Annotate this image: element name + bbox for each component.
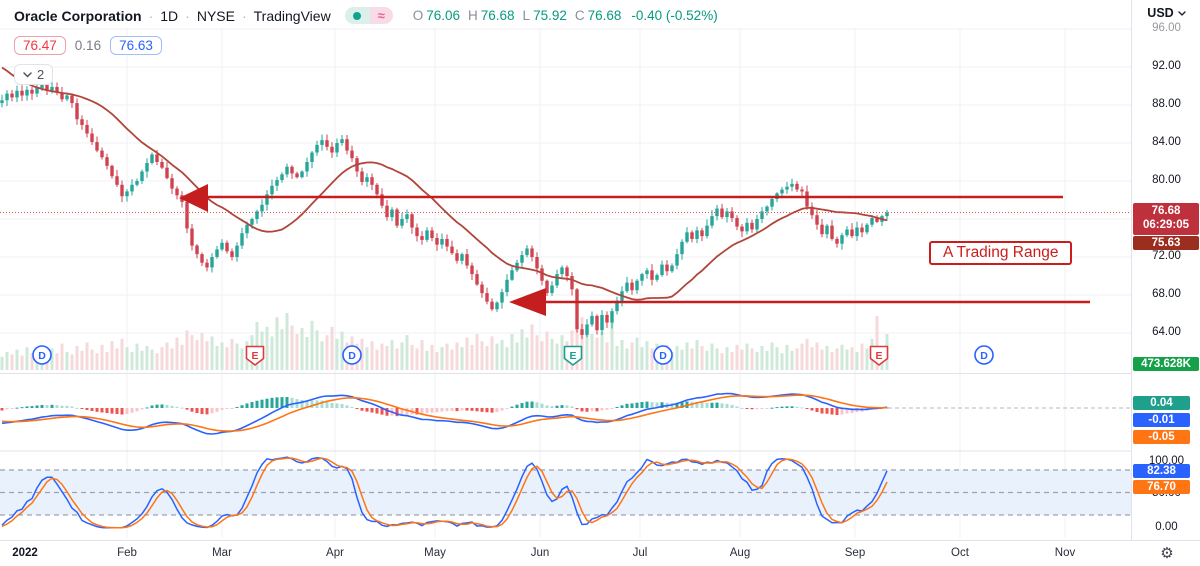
indicator-low-value-box: 76.47 (14, 36, 66, 55)
market-status-dot-icon (344, 7, 370, 24)
ohlc-letter: L (522, 8, 531, 23)
svg-text:D: D (980, 350, 988, 362)
time-tick: Jul (632, 547, 648, 559)
ohlc-value: 76.06 (426, 8, 460, 23)
legend-separator: · (185, 7, 190, 24)
indicator-value-boxes: 76.47 0.16 76.63 (14, 36, 162, 55)
price-tick: 72.00 (1152, 250, 1181, 262)
spread-value: 0.16 (74, 38, 102, 53)
stoch-k-label: 82.38 (1133, 464, 1190, 478)
status-badge[interactable]: ≈ (344, 7, 393, 24)
collapse-indicators-button[interactable]: 2 (14, 64, 54, 85)
macd-value-label: -0.05 (1133, 430, 1190, 444)
exchange-label: NYSE (196, 7, 235, 24)
macd-value-label: -0.01 (1133, 413, 1190, 427)
dividend-marker[interactable]: D (974, 345, 994, 365)
gear-icon[interactable]: ⚙ (1160, 544, 1174, 562)
dividend-marker[interactable]: D (342, 345, 362, 365)
price-tick: 68.00 (1152, 288, 1181, 300)
stoch-d-label: 76.70 (1133, 480, 1190, 494)
ohlc-value: 75.92 (533, 8, 567, 23)
indicator-high-value-box: 76.63 (110, 36, 162, 55)
time-tick: Aug (729, 547, 751, 559)
time-tick: Sep (844, 547, 866, 559)
time-tick: Jun (530, 547, 550, 559)
price-tick: 92.00 (1152, 60, 1181, 72)
macd-signal-line (1, 394, 888, 432)
time-tick: Feb (117, 547, 137, 559)
svg-text:D: D (348, 350, 356, 362)
chevron-down-icon (1178, 10, 1186, 16)
resistance-arrow (179, 184, 208, 212)
currency-dropdown[interactable]: USD (1132, 6, 1200, 20)
earnings-marker[interactable]: E (245, 345, 265, 366)
macd-value-label: 0.04 (1133, 396, 1190, 410)
earnings-marker[interactable]: E (563, 345, 583, 366)
svg-text:D: D (659, 350, 667, 362)
legend-separator: · (241, 7, 247, 24)
price-tick: 80.00 (1152, 174, 1181, 186)
bar-countdown: 06:29:05 (1142, 219, 1190, 231)
earnings-marker[interactable]: E (869, 345, 889, 366)
collapse-count: 2 (37, 67, 45, 82)
price-tick: 84.00 (1152, 136, 1181, 148)
ohlc-value: 76.68 (480, 8, 515, 23)
ma-price-label: 75.63 (1133, 236, 1199, 250)
ohlc-values: O 76.06 H 76.68 L 75.92 C 76.68 -0.40 (-0.52%) (413, 8, 718, 23)
svg-text:E: E (875, 350, 882, 362)
trading-range-lines (179, 184, 1090, 316)
dividend-marker[interactable]: D (32, 345, 52, 365)
approx-badge-icon: ≈ (369, 7, 393, 24)
time-tick: Mar (212, 547, 232, 559)
legend-separator: · (148, 7, 154, 24)
price-tick: 64.00 (1152, 326, 1181, 338)
volume-value-label: 473.628K (1133, 357, 1199, 371)
time-tick: Oct (951, 547, 969, 559)
interval-label[interactable]: 1D (160, 7, 179, 24)
change-value: -0.40 (-0.52%) (631, 8, 718, 23)
price-axis[interactable]: USD 96.00 92.00 88.00 84.00 80.00 72.00 68.00 6… (1131, 0, 1200, 540)
stoch-d-line (1, 457, 888, 529)
stoch-tick-0: 0.00 (1155, 521, 1178, 533)
price-tick: 88.00 (1152, 98, 1181, 110)
macd-pane (0, 392, 1131, 435)
time-tick: May (424, 547, 446, 559)
svg-text:E: E (569, 350, 576, 362)
ohlc-letter: C (574, 8, 585, 23)
ohlc-letter: H (468, 8, 478, 23)
time-axis[interactable]: 2022 Feb Mar Apr May Jun Jul Aug Sep Oct Nov ⚙ (0, 540, 1200, 566)
currency-label: USD (1147, 6, 1174, 20)
symbol-title[interactable]: Oracle Corporation (14, 7, 142, 24)
candles-layer (0, 79, 889, 339)
volume-bars-layer (0, 310, 889, 370)
price-tick: 96.00 (1152, 22, 1181, 34)
time-tick: 2022 (12, 547, 38, 559)
support-arrow (509, 288, 546, 316)
trading-range-annotation[interactable]: A Trading Range (929, 241, 1073, 265)
ohlc-letter: O (412, 8, 424, 23)
svg-text:D: D (38, 350, 46, 362)
svg-text:E: E (251, 350, 258, 362)
last-price-label: 76.68 06:29:05 (1133, 203, 1199, 235)
platform-label: TradingView (253, 7, 331, 24)
ma-line (1, 66, 888, 301)
stoch-pane (0, 456, 1131, 529)
ohlc-value: 76.68 (587, 8, 622, 23)
time-tick: Apr (326, 547, 344, 559)
chevron-down-icon (23, 71, 32, 78)
dividend-marker[interactable]: D (653, 345, 673, 365)
macd-line (1, 392, 888, 435)
grid-layer (0, 28, 1131, 538)
time-tick: Nov (1054, 547, 1076, 559)
chart-legend: Oracle Corporation · 1D · NYSE · Trading… (14, 7, 718, 24)
